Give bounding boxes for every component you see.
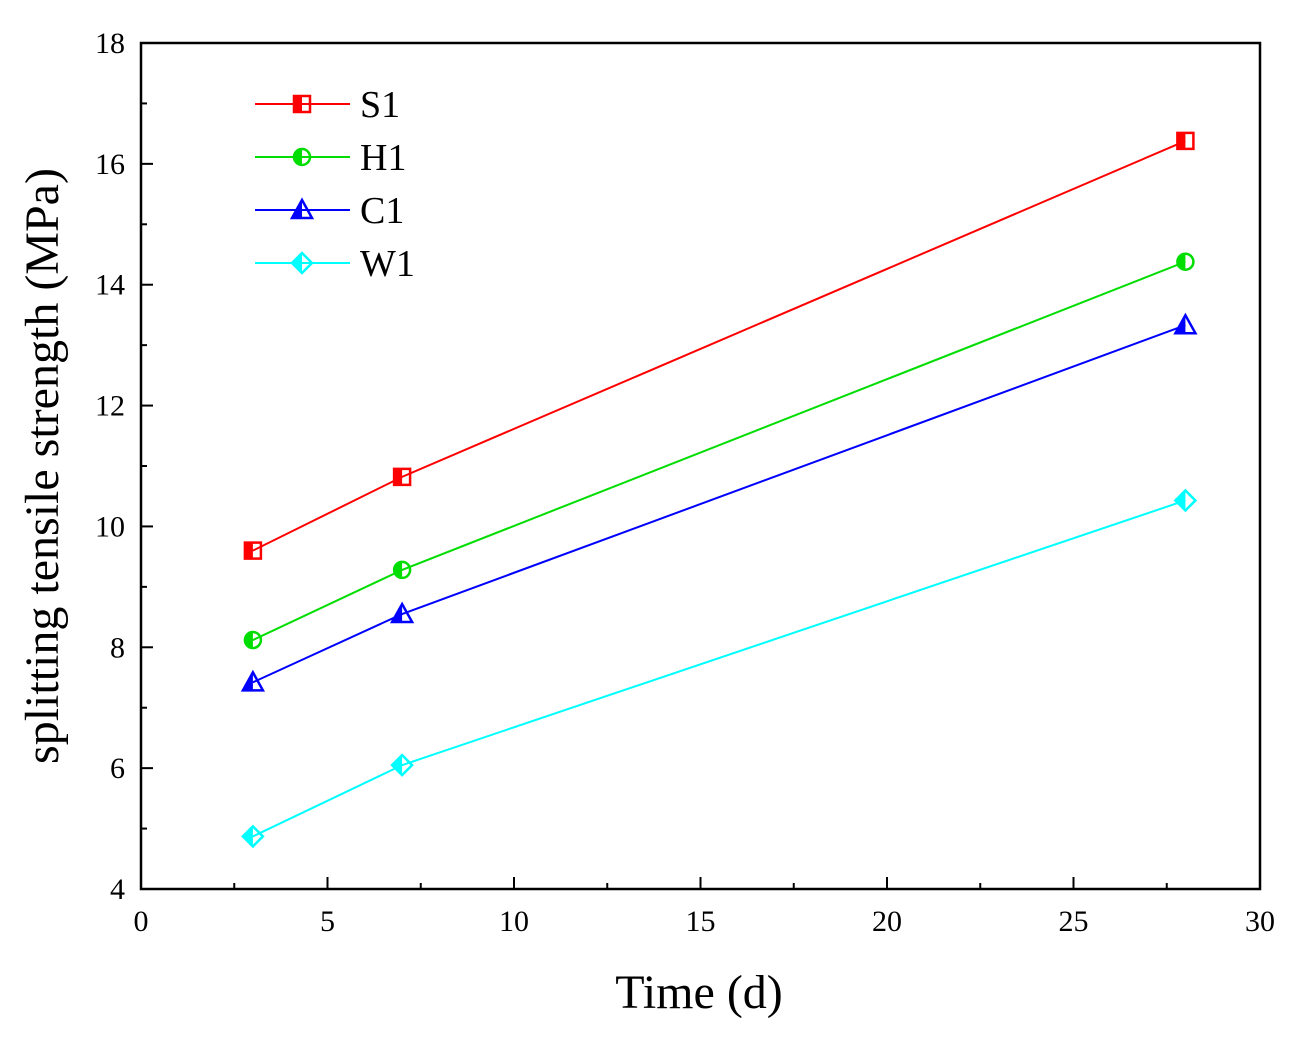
series-line-h1 xyxy=(252,260,1186,641)
data-point-s1-7 xyxy=(392,467,412,487)
y-tick-label: 10 xyxy=(95,510,125,543)
data-point-h1-3 xyxy=(243,630,263,650)
marker-outline xyxy=(243,630,263,650)
legend-label-h1: H1 xyxy=(360,137,406,179)
marker-fill xyxy=(292,253,302,273)
marker-outline xyxy=(1173,488,1198,513)
series-c1 xyxy=(240,312,1198,692)
legend-marker-c1 xyxy=(289,197,315,220)
legend-label-c1: C1 xyxy=(360,190,404,232)
x-tick-label: 30 xyxy=(1245,905,1275,938)
marker-outline xyxy=(289,197,315,220)
marker-outline xyxy=(243,541,263,560)
x-tick-label: 0 xyxy=(134,905,149,938)
legend-label-w1: W1 xyxy=(360,243,415,285)
marker-outline xyxy=(389,601,415,624)
x-tick-label: 25 xyxy=(1059,905,1089,938)
marker-fill xyxy=(242,826,253,847)
series-s1 xyxy=(243,131,1195,560)
legend-item-c1: C1 xyxy=(255,190,404,232)
marker-outline xyxy=(1176,131,1195,151)
data-point-s1-28 xyxy=(1176,131,1195,151)
y-tick-label: 6 xyxy=(110,752,125,785)
marker-fill xyxy=(244,542,253,559)
y-tick-label: 12 xyxy=(95,390,125,423)
y-axis-label: splitting tensile strength (MPa) xyxy=(16,168,69,764)
marker-fill xyxy=(1175,490,1186,511)
marker-fill xyxy=(1177,132,1186,149)
x-axis-label: Time (d) xyxy=(615,966,783,1019)
data-point-c1-7 xyxy=(389,601,415,624)
legend-marker-s1 xyxy=(292,94,312,114)
series-line-c1 xyxy=(252,324,1186,684)
marker-outline xyxy=(241,824,265,849)
series-h1 xyxy=(243,252,1195,650)
legend-label-s1: S1 xyxy=(360,84,400,126)
data-point-w1-7 xyxy=(390,753,414,777)
data-point-h1-28 xyxy=(1176,252,1195,272)
x-tick-label: 20 xyxy=(872,905,902,938)
marker-outline xyxy=(392,560,412,580)
data-point-c1-28 xyxy=(1173,312,1198,335)
legend-item-w1: W1 xyxy=(255,243,415,285)
y-tick-label: 4 xyxy=(110,873,125,906)
plot-frame xyxy=(139,41,1262,891)
y-tick-label: 18 xyxy=(95,27,125,60)
data-point-h1-7 xyxy=(392,560,412,580)
x-tick-label: 5 xyxy=(320,905,335,938)
marker-outline xyxy=(292,94,312,114)
legend-marker-w1 xyxy=(290,251,314,275)
series-w1 xyxy=(241,488,1198,849)
data-point-w1-28 xyxy=(1173,488,1198,513)
marker-outline xyxy=(1173,312,1198,335)
series-layer xyxy=(240,131,1198,849)
x-tick-label: 15 xyxy=(686,905,716,938)
legend-item-h1: H1 xyxy=(255,137,406,179)
data-point-w1-3 xyxy=(241,824,265,849)
y-tick-label: 8 xyxy=(110,631,125,664)
legend: S1 H1 C1 W1 xyxy=(255,84,415,285)
series-line-w1 xyxy=(252,499,1186,838)
y-tick-label: 16 xyxy=(95,148,125,181)
axes: 0 5 10 15 20 25 30 4 6 8 10 12 14 16 18 xyxy=(95,27,1275,938)
y-tick-label: 14 xyxy=(95,269,125,302)
marker-outline xyxy=(390,753,414,777)
marker-fill xyxy=(394,468,403,485)
marker-fill xyxy=(294,96,302,112)
marker-outline xyxy=(290,251,314,275)
legend-marker-h1 xyxy=(292,147,312,167)
data-point-s1-3 xyxy=(243,541,263,560)
marker-outline xyxy=(1176,252,1195,272)
marker-outline xyxy=(292,147,312,167)
x-tick-label: 10 xyxy=(499,905,529,938)
marker-fill xyxy=(392,755,403,776)
marker-outline xyxy=(392,467,412,487)
data-point-c1-3 xyxy=(240,669,266,692)
marker-outline xyxy=(240,669,266,692)
legend-item-s1: S1 xyxy=(255,84,400,126)
